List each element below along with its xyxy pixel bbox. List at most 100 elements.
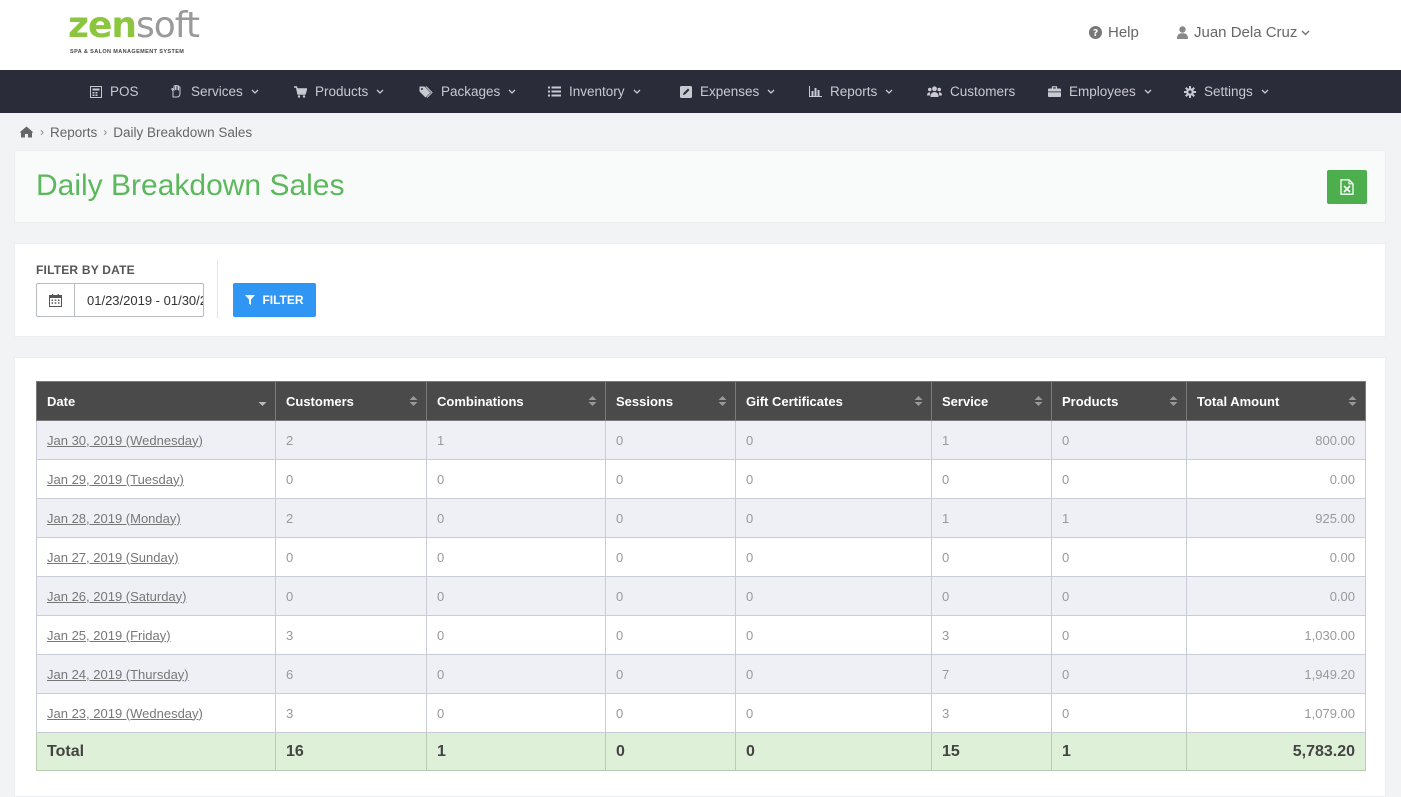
- column-header-service[interactable]: Service: [932, 382, 1052, 421]
- nav-label: Services: [191, 84, 243, 99]
- column-label: Service: [942, 394, 988, 409]
- daily-sales-table: Date Customers Combinations Sessions Gif…: [36, 381, 1366, 771]
- date-link[interactable]: Jan 30, 2019 (Wednesday): [47, 433, 203, 448]
- zensoft-logo[interactable]: zensoft SPA & SALON MANAGEMENT SYSTEM: [68, 6, 218, 62]
- top-header: zensoft SPA & SALON MANAGEMENT SYSTEM ? …: [0, 0, 1401, 70]
- date-cell: Jan 26, 2019 (Saturday): [37, 577, 276, 616]
- breadcrumb-current: Daily Breakdown Sales: [113, 125, 252, 140]
- service-cell: 0: [932, 460, 1052, 499]
- date-link[interactable]: Jan 26, 2019 (Saturday): [47, 589, 186, 604]
- sort-desc-icon: [258, 395, 267, 407]
- service-cell: 0: [932, 577, 1052, 616]
- user-icon: [1177, 26, 1188, 39]
- nav-item-pos[interactable]: POS: [90, 70, 139, 113]
- help-label: Help: [1108, 24, 1139, 41]
- nav-item-employees[interactable]: Employees: [1048, 70, 1152, 113]
- combinations-cell: 0: [427, 460, 606, 499]
- nav-label: Expenses: [700, 84, 759, 99]
- chevron-down-icon: [251, 89, 259, 94]
- column-header-total-amount[interactable]: Total Amount: [1187, 382, 1366, 421]
- date-range-input[interactable]: [75, 284, 203, 316]
- user-menu[interactable]: Juan Dela Cruz: [1177, 24, 1310, 41]
- nav-item-packages[interactable]: Packages: [419, 70, 516, 113]
- sessions-cell: 0: [606, 538, 736, 577]
- nav-label: Settings: [1204, 84, 1253, 99]
- chevron-down-icon: [767, 89, 775, 94]
- date-range-group: [36, 283, 204, 317]
- date-link[interactable]: Jan 29, 2019 (Tuesday): [47, 472, 184, 487]
- sessions-cell: 0: [606, 460, 736, 499]
- filter-button-label: FILTER: [262, 293, 303, 307]
- service-cell: 1: [932, 421, 1052, 460]
- nav-item-settings[interactable]: Settings: [1184, 70, 1269, 113]
- totals-row: Total 16 1 0 0 15 1 5,783.20: [37, 733, 1366, 771]
- logo-zen-text: zen: [68, 5, 136, 46]
- calendar-addon[interactable]: [37, 284, 75, 316]
- combinations-cell: 0: [427, 499, 606, 538]
- total-amount-cell: 0.00: [1187, 460, 1366, 499]
- chevron-down-icon: [376, 89, 384, 94]
- chevron-down-icon: [508, 89, 516, 94]
- date-cell: Jan 28, 2019 (Monday): [37, 499, 276, 538]
- date-link[interactable]: Jan 24, 2019 (Thursday): [47, 667, 189, 682]
- service-cell: 0: [932, 538, 1052, 577]
- gift-certificates-cell: 0: [736, 499, 932, 538]
- table-row: Jan 29, 2019 (Tuesday) 0 0 0 0 0 0 0.00: [37, 460, 1366, 499]
- date-link[interactable]: Jan 25, 2019 (Friday): [47, 628, 171, 643]
- column-label: Sessions: [616, 394, 673, 409]
- date-link[interactable]: Jan 27, 2019 (Sunday): [47, 550, 179, 565]
- sort-icon: [718, 395, 727, 407]
- filter-button[interactable]: FILTER: [233, 283, 316, 317]
- sort-icon: [1034, 395, 1043, 407]
- column-header-products[interactable]: Products: [1052, 382, 1187, 421]
- sessions-cell: 0: [606, 577, 736, 616]
- total-sessions: 0: [606, 733, 736, 771]
- customers-cell: 0: [276, 460, 427, 499]
- total-amount-cell: 1,030.00: [1187, 616, 1366, 655]
- column-header-gift-certificates[interactable]: Gift Certificates: [736, 382, 932, 421]
- logo-wordmark: zensoft: [68, 6, 218, 46]
- nav-item-customers[interactable]: Customers: [927, 70, 1015, 113]
- column-label: Total Amount: [1197, 394, 1279, 409]
- column-label: Combinations: [437, 394, 524, 409]
- date-link[interactable]: Jan 28, 2019 (Monday): [47, 511, 181, 526]
- gift-certificates-cell: 0: [736, 616, 932, 655]
- title-panel: Daily Breakdown Sales: [14, 150, 1386, 223]
- products-cell: 0: [1052, 577, 1187, 616]
- users-icon: [927, 86, 942, 97]
- report-table-panel: Date Customers Combinations Sessions Gif…: [14, 357, 1386, 797]
- nav-item-reports[interactable]: Reports: [809, 70, 893, 113]
- home-icon[interactable]: [19, 126, 34, 138]
- chevron-down-icon: [885, 89, 893, 94]
- filter-panel: FILTER BY DATE FILTER: [14, 243, 1386, 337]
- breadcrumb-reports-link[interactable]: Reports: [50, 125, 97, 140]
- nav-item-products[interactable]: Products: [294, 70, 384, 113]
- filter-label: FILTER BY DATE: [36, 263, 135, 277]
- nav-label: Reports: [830, 84, 877, 99]
- date-link[interactable]: Jan 23, 2019 (Wednesday): [47, 706, 203, 721]
- column-header-combinations[interactable]: Combinations: [427, 382, 606, 421]
- chevron-down-icon: [1301, 30, 1310, 36]
- column-header-sessions[interactable]: Sessions: [606, 382, 736, 421]
- date-cell: Jan 27, 2019 (Sunday): [37, 538, 276, 577]
- gift-certificates-cell: 0: [736, 655, 932, 694]
- help-link[interactable]: ? Help: [1089, 24, 1139, 41]
- column-header-date[interactable]: Date: [37, 382, 276, 421]
- table-row: Jan 26, 2019 (Saturday) 0 0 0 0 0 0 0.00: [37, 577, 1366, 616]
- nav-item-expenses[interactable]: Expenses: [680, 70, 775, 113]
- gift-certificates-cell: 0: [736, 421, 932, 460]
- export-excel-button[interactable]: [1327, 170, 1367, 204]
- chevron-down-icon: [633, 89, 641, 94]
- date-cell: Jan 23, 2019 (Wednesday): [37, 694, 276, 733]
- table-row: Jan 23, 2019 (Wednesday) 3 0 0 0 3 0 1,0…: [37, 694, 1366, 733]
- nav-item-services[interactable]: Services: [170, 70, 259, 113]
- table-header-row: Date Customers Combinations Sessions Gif…: [37, 382, 1366, 421]
- nav-item-inventory[interactable]: Inventory: [548, 70, 641, 113]
- question-circle-icon: ?: [1089, 26, 1102, 39]
- nav-label: Packages: [441, 84, 500, 99]
- cash-register-icon: [90, 86, 102, 98]
- column-header-customers[interactable]: Customers: [276, 382, 427, 421]
- total-customers: 16: [276, 733, 427, 771]
- main-nav: POS Services Products Packages Inventory…: [0, 70, 1401, 113]
- totals-label: Total: [37, 733, 276, 771]
